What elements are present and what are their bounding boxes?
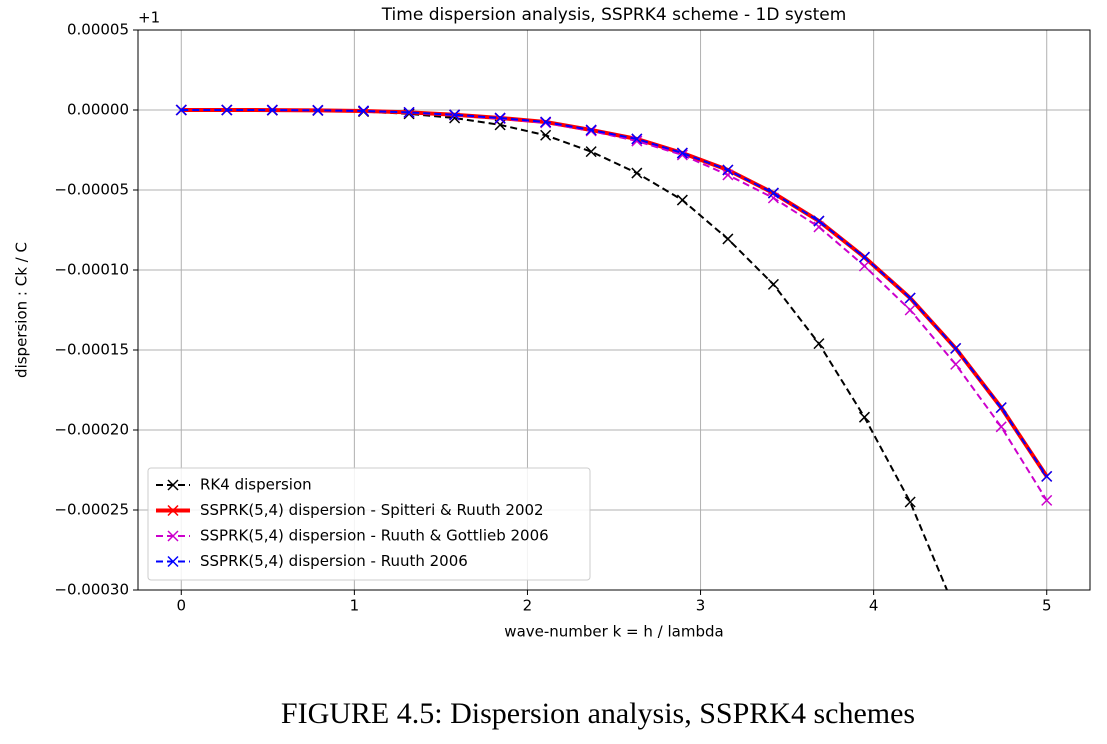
legend-label: RK4 dispersion <box>200 476 312 494</box>
marker <box>904 304 916 316</box>
series-line <box>181 109 1048 477</box>
legend: RK4 dispersion SSPRK(5,4) dispersion - Sp… <box>147 467 591 581</box>
y-tick-label: −0.00030 <box>54 581 129 599</box>
marker <box>358 105 370 117</box>
legend-label: SSPRK(5,4) dispersion - Ruuth 2006 <box>200 552 468 570</box>
y-tick-label: −0.00015 <box>54 341 129 359</box>
marker <box>813 338 825 350</box>
marker <box>676 147 688 159</box>
marker <box>951 606 961 616</box>
marker <box>950 358 962 370</box>
marker <box>403 106 415 118</box>
marker <box>767 187 779 199</box>
marker <box>1041 470 1053 482</box>
x-tick-label: 5 <box>1042 597 1052 615</box>
y-tick-label: −0.00010 <box>54 261 129 279</box>
marker <box>676 194 688 206</box>
y-tick-label: −0.00020 <box>54 421 129 439</box>
y-axis-label: dispersion : Ck / C <box>13 242 31 378</box>
legend-marker <box>167 479 179 491</box>
ticks: 0 1 2 3 4 5 −0.00030 −0.00025 −0.00020 −0.00015 −0… <box>54 21 1051 615</box>
y-tick-label: 0.00005 <box>67 21 129 39</box>
x-tick-label: 4 <box>869 597 879 615</box>
legend-label: SSPRK(5,4) dispersion - Spitteri & Ruuth… <box>200 501 544 519</box>
marker <box>449 109 461 121</box>
y-tick-label: 0.00000 <box>67 101 129 119</box>
plot-area <box>175 104 1053 616</box>
marker <box>950 342 962 354</box>
marker <box>540 116 552 128</box>
x-tick-label: 0 <box>176 597 186 615</box>
marker <box>858 411 870 423</box>
marker <box>585 124 597 136</box>
x-tick-label: 3 <box>696 597 706 615</box>
marker <box>1041 494 1053 506</box>
marker <box>631 167 643 179</box>
marker <box>858 251 870 263</box>
marker <box>221 104 233 116</box>
chart-title: Time dispersion analysis, SSPRK4 scheme … <box>381 5 847 25</box>
legend-box <box>147 467 591 581</box>
marker <box>813 215 825 227</box>
axes-frame <box>137 29 1091 591</box>
marker <box>266 104 278 116</box>
figure-caption: FIGURE 4.5: Dispersion analysis, SSPRK4 … <box>281 697 915 730</box>
marker <box>540 129 552 141</box>
marker <box>904 292 916 304</box>
y-offset-label: +1 <box>138 9 160 27</box>
marker <box>995 421 1007 433</box>
y-tick-label: −0.00005 <box>54 181 129 199</box>
marker <box>175 104 187 116</box>
y-tick-label: −0.00025 <box>54 501 129 519</box>
legend-marker <box>167 504 179 517</box>
marker <box>995 402 1007 414</box>
series-line <box>181 109 949 590</box>
legend-label: SSPRK(5,4) dispersion - Ruuth & Gottlieb… <box>200 527 549 545</box>
marker <box>722 164 734 176</box>
x-axis-label: wave-number k = h / lambda <box>504 623 723 641</box>
legend-marker <box>167 555 179 568</box>
x-tick-label: 1 <box>350 597 360 615</box>
marker <box>722 233 734 245</box>
marker <box>585 146 597 158</box>
legend-marker <box>167 530 179 542</box>
marker <box>312 104 324 116</box>
marker <box>722 169 734 181</box>
marker <box>631 133 643 145</box>
marker <box>904 496 916 508</box>
marker <box>767 278 779 290</box>
x-tick-label: 2 <box>523 597 533 615</box>
series-line <box>181 108 1049 478</box>
marker <box>494 112 506 124</box>
marker <box>858 260 870 272</box>
